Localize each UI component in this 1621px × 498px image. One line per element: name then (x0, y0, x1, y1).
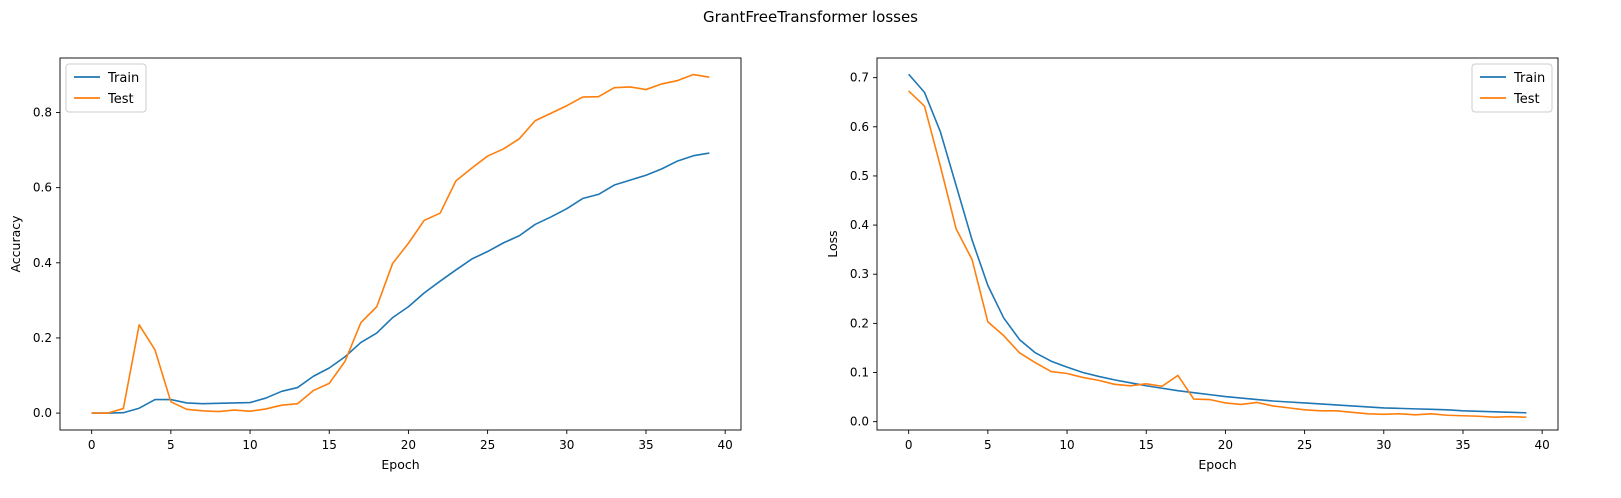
accuracy-ytick-label: 0.2 (33, 331, 52, 345)
accuracy-ytick-label: 0.8 (33, 105, 52, 119)
loss-xtick-label: 25 (1297, 438, 1312, 452)
loss-xtick-label: 30 (1376, 438, 1391, 452)
accuracy-xtick-label: 25 (480, 438, 495, 452)
accuracy-xtick-label: 40 (718, 438, 733, 452)
accuracy-xtick-label: 20 (401, 438, 416, 452)
accuracy-train-line (91, 152, 710, 414)
loss-xtick-label: 15 (1139, 438, 1154, 452)
figure-title: GrantFreeTransformer losses (703, 8, 918, 26)
accuracy-axes-frame (59, 57, 742, 431)
accuracy-xtick-label: 30 (559, 438, 574, 452)
loss-legend-label-train: Train (1513, 71, 1545, 86)
loss-xtick-label: 40 (1535, 438, 1550, 452)
accuracy-legend-box (65, 63, 147, 113)
loss-axes-frame (876, 57, 1559, 431)
accuracy-xtick-label: 5 (167, 438, 175, 452)
loss-ytick-label: 0.1 (850, 366, 869, 380)
loss-ytick-label: 0.4 (850, 218, 869, 232)
loss-legend-box (1471, 63, 1553, 113)
accuracy-legend: Train Test (65, 63, 147, 113)
accuracy-xtick-label: 0 (88, 438, 96, 452)
accuracy-ylabel: Accuracy (8, 215, 23, 273)
loss-ylabel: Loss (825, 230, 840, 257)
loss-ytick-label: 0.2 (850, 316, 869, 330)
loss-legend: Train Test (1471, 63, 1553, 113)
accuracy-xtick-label: 10 (242, 438, 257, 452)
loss-ytick-label: 0.5 (850, 169, 869, 183)
loss-xtick-label: 5 (984, 438, 992, 452)
loss-ytick-label: 0.0 (850, 415, 869, 429)
loss-xtick-label: 0 (905, 438, 913, 452)
loss-test-line (908, 90, 1527, 419)
loss-xtick-label: 20 (1218, 438, 1233, 452)
loss-ytick-label: 0.3 (850, 267, 869, 281)
loss-ytick-label: 0.7 (850, 71, 869, 85)
accuracy-ytick-label: 0.0 (33, 406, 52, 420)
loss-xtick-label: 10 (1059, 438, 1074, 452)
accuracy-xtick-label: 15 (322, 438, 337, 452)
loss-xlabel: Epoch (1198, 457, 1236, 472)
accuracy-legend-label-test: Test (107, 92, 134, 107)
accuracy-legend-label-train: Train (107, 71, 139, 86)
loss-legend-label-test: Test (1513, 92, 1540, 107)
accuracy-ytick-label: 0.4 (33, 256, 52, 270)
loss-ytick-label: 0.6 (850, 120, 869, 134)
accuracy-xlabel: Epoch (381, 457, 419, 472)
accuracy-test-line (91, 73, 710, 414)
loss-xtick-label: 35 (1455, 438, 1470, 452)
loss-train-line (908, 73, 1527, 414)
accuracy-xtick-label: 35 (638, 438, 653, 452)
accuracy-ytick-label: 0.6 (33, 181, 52, 195)
